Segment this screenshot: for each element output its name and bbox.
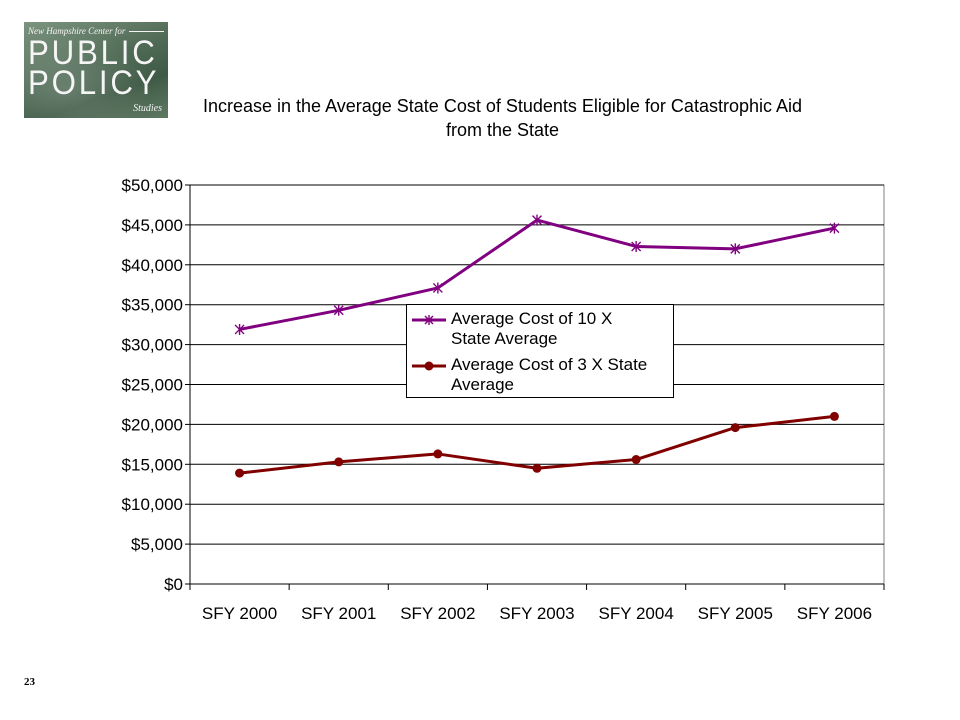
series-10x-point	[532, 214, 542, 226]
logo-background	[24, 22, 168, 118]
y-tick-label: $25,000	[122, 376, 183, 395]
series-10x-point	[631, 240, 642, 252]
series-3x-point	[334, 457, 344, 467]
x-tick-label: SFY 2002	[400, 604, 475, 623]
logo-word-policy: POLICY	[28, 64, 160, 102]
chart-title-line-2: from the State	[445, 120, 560, 140]
chart-legend: Average Cost of 10 X State Average Avera…	[406, 304, 674, 398]
x-tick-label: SFY 2004	[598, 604, 673, 623]
series-3x-point	[235, 468, 245, 478]
logo-tagline: New Hampshire Center for	[28, 26, 164, 36]
logo-word-public: PUBLIC	[28, 34, 158, 72]
y-tick-label: $45,000	[122, 216, 183, 235]
logo-word-studies: Studies	[133, 103, 162, 114]
legend-label-3x-line-2: Average	[451, 375, 515, 394]
legend-label-3x: Average Cost of 3 X State Average	[451, 355, 675, 395]
logo-tagline-text: New Hampshire Center for	[28, 26, 126, 36]
series-3x-point	[433, 449, 443, 459]
legend-label-10x-line-1: Average Cost of 10 X	[451, 309, 613, 328]
y-tick-label: $10,000	[122, 495, 183, 514]
y-tick-label: $30,000	[122, 336, 183, 355]
y-tick-label: $50,000	[122, 176, 183, 195]
x-tick-label: SFY 2005	[698, 604, 773, 623]
x-tick-label: SFY 2000	[202, 604, 277, 623]
y-tick-label: $35,000	[122, 296, 183, 315]
legend-swatch-3x	[412, 361, 446, 371]
center-logo: New Hampshire Center for PUBLIC POLICY S…	[24, 22, 168, 118]
x-tick-label: SFY 2003	[499, 604, 574, 623]
legend-label-3x-line-1: Average Cost of 3 X State	[451, 355, 648, 374]
series-10x-point	[829, 222, 840, 234]
legend-swatch-10x	[412, 315, 446, 325]
series-10x-point	[432, 282, 443, 294]
x-tick-label: SFY 2006	[797, 604, 872, 623]
series-10x-point	[333, 304, 344, 316]
legend-label-10x-line-2: State Average	[451, 329, 558, 348]
series-3x-point	[829, 411, 839, 421]
y-tick-label: $5,000	[131, 535, 183, 554]
legend-item-10x: Average Cost of 10 X State Average	[411, 309, 675, 349]
series-10x-point	[730, 243, 741, 255]
legend-label-10x: Average Cost of 10 X State Average	[451, 309, 675, 349]
chart-title-line-1: Increase in the Average State Cost of St…	[202, 96, 803, 116]
chart-title: Increase in the Average State Cost of St…	[140, 94, 865, 142]
y-tick-label: $0	[164, 575, 183, 594]
logo-tagline-rule	[129, 30, 164, 32]
page-number: 23	[24, 676, 35, 688]
x-tick-label: SFY 2001	[301, 604, 376, 623]
series-3x-point	[730, 423, 740, 433]
series-3x-point	[532, 463, 542, 473]
series-10x-point	[234, 323, 245, 335]
y-tick-label: $15,000	[122, 455, 183, 474]
series-3x-point	[631, 455, 641, 465]
legend-item-3x: Average Cost of 3 X State Average	[411, 355, 675, 395]
y-tick-label: $20,000	[122, 415, 183, 434]
y-tick-label: $40,000	[122, 256, 183, 275]
